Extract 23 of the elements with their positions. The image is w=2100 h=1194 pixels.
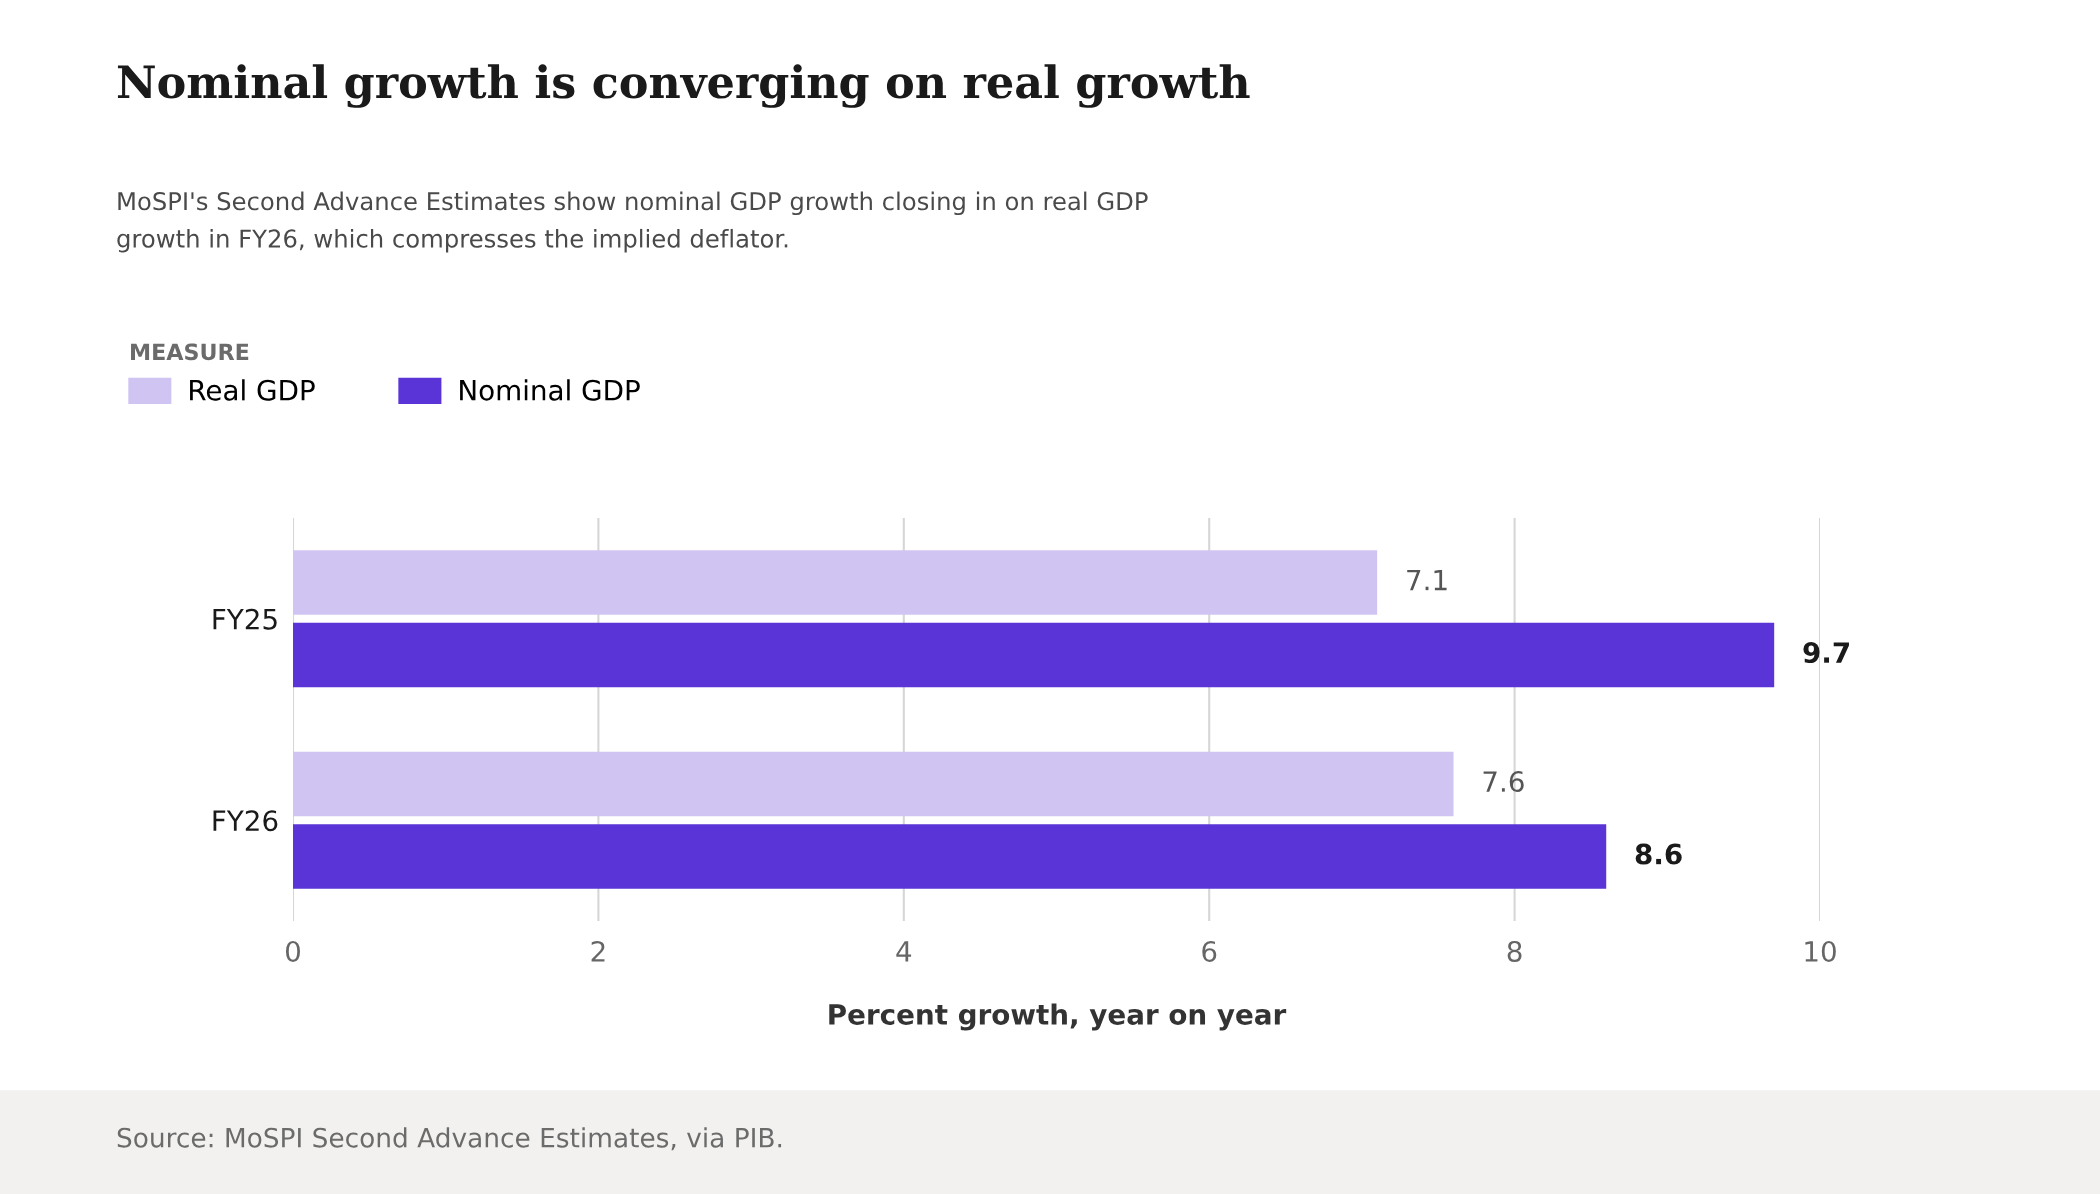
chart-title: Nominal growth is converging on real growth xyxy=(117,64,1250,108)
data-label: 9.7 xyxy=(1803,642,1849,664)
x-tick-label: 2 xyxy=(591,940,605,962)
chart-subtitle: MoSPI's Second Advance Estimates show nominal GDP growth closing in on real GDP growth in FY26, which compresses the implied deflator. xyxy=(117,191,1148,253)
legend-title: MEASURE xyxy=(131,343,249,361)
source-note: Source: MoSPI Second Advance Estimates, via PIB. xyxy=(117,1127,782,1151)
bar xyxy=(293,550,1378,615)
x-axis-title: Percent growth, year on year xyxy=(829,1003,1287,1031)
bar xyxy=(293,622,1775,688)
x-tick-label: 0 xyxy=(285,940,300,962)
data-label: 8.6 xyxy=(1635,843,1682,865)
y-tick-label: FY26 xyxy=(213,810,278,832)
y-tick-label: FY25 xyxy=(213,608,277,630)
x-tick-label: 6 xyxy=(1202,940,1217,962)
x-tick-label: 10 xyxy=(1805,940,1836,962)
data-label: 7.1 xyxy=(1407,569,1447,591)
bar xyxy=(293,824,1607,889)
bar xyxy=(293,751,1454,817)
legend-label: Nominal GDP xyxy=(460,379,640,401)
legend-label: Real GDP xyxy=(190,379,315,401)
x-tick-label: 4 xyxy=(896,941,912,962)
x-tick-label: 8 xyxy=(1507,940,1522,962)
data-label: 7.6 xyxy=(1483,771,1524,793)
